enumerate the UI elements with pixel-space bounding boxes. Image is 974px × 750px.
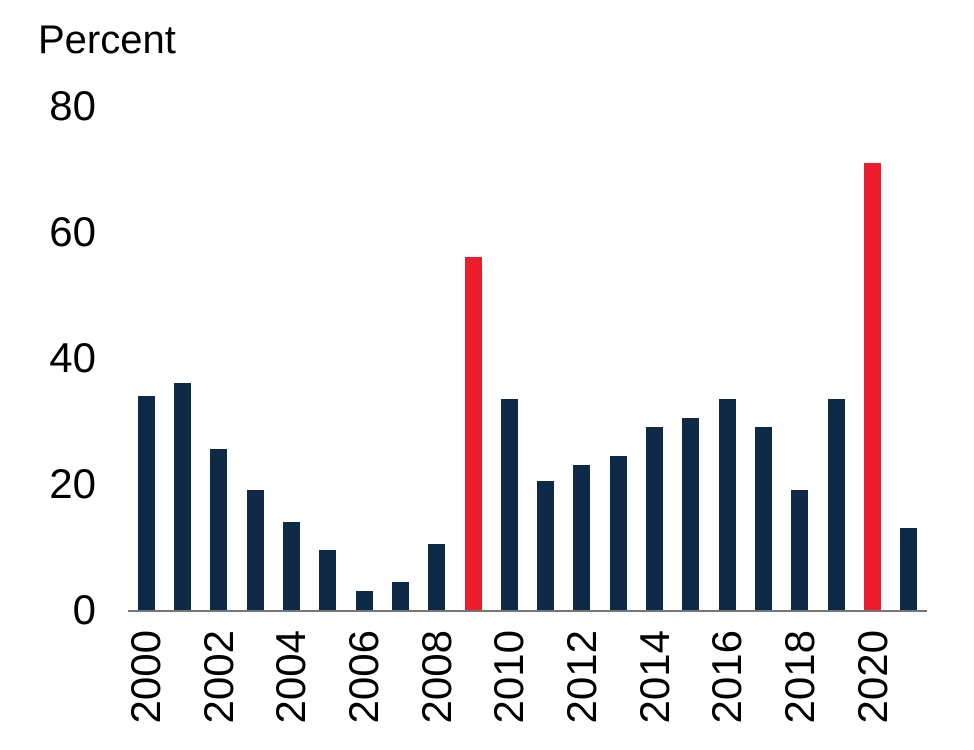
bar-2019 xyxy=(827,398,845,610)
bar-2006 xyxy=(355,591,373,610)
plot-area xyxy=(128,106,927,612)
bar-2021 xyxy=(900,528,918,610)
bar-2009 xyxy=(464,257,482,610)
bar-2012 xyxy=(573,465,591,610)
bar-2005 xyxy=(319,550,337,610)
x-tick-label-2002: 2002 xyxy=(194,630,242,724)
bar-2003 xyxy=(246,490,264,610)
x-tick-label-2014: 2014 xyxy=(630,630,678,724)
bar-2001 xyxy=(173,383,191,610)
y-tick-label-40: 40 xyxy=(49,334,96,381)
bar-2007 xyxy=(391,581,409,610)
x-tick-label-2020: 2020 xyxy=(848,630,896,724)
bar-2016 xyxy=(718,398,736,610)
y-tick-label-0: 0 xyxy=(72,586,96,633)
bar-2015 xyxy=(682,417,700,610)
x-tick-label-2012: 2012 xyxy=(557,630,605,724)
bar-2013 xyxy=(609,455,627,610)
y-tick-label-20: 20 xyxy=(49,460,96,507)
y-axis-title: Percent xyxy=(38,18,176,62)
x-tick-label-2008: 2008 xyxy=(412,630,460,724)
bar-2017 xyxy=(755,427,773,610)
bar-2020 xyxy=(864,162,882,610)
y-tick-label-60: 60 xyxy=(49,208,96,255)
bar-2011 xyxy=(537,480,555,610)
x-tick-label-2000: 2000 xyxy=(122,630,170,724)
x-tick-label-2006: 2006 xyxy=(340,630,388,724)
bar-2014 xyxy=(646,427,664,610)
x-tick-label-2004: 2004 xyxy=(267,630,315,724)
bar-2008 xyxy=(428,543,446,610)
bar-2010 xyxy=(500,398,518,610)
bar-2002 xyxy=(210,449,228,610)
x-tick-label-2016: 2016 xyxy=(703,630,751,724)
bar-2000 xyxy=(137,395,155,610)
y-tick-label-80: 80 xyxy=(49,82,96,129)
x-tick-label-2010: 2010 xyxy=(485,630,533,724)
x-tick-label-2018: 2018 xyxy=(775,630,823,724)
bar-2018 xyxy=(791,490,809,610)
bar-2004 xyxy=(282,521,300,610)
